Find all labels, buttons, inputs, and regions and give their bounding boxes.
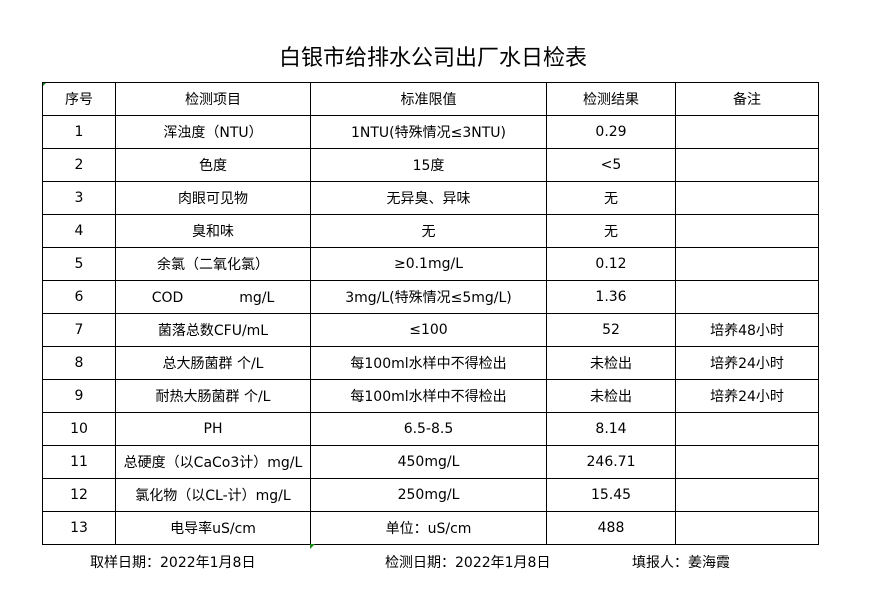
cell-item: 总硬度（以CaCo3计）mg/L [115, 445, 311, 479]
cell-remark: 培养24小时 [675, 346, 819, 380]
cell-standard: 1NTU(特殊情况≤3NTU) [310, 115, 547, 149]
cell-item: 肉眼可见物 [115, 181, 311, 215]
cell-item: 总大肠菌群 个/L [115, 346, 311, 380]
cell-item: 色度 [115, 148, 311, 182]
cell-item: 浑浊度（NTU） [115, 115, 311, 149]
cell-index: 1 [42, 115, 116, 149]
cell-result: 无 [546, 181, 676, 215]
header-standard: 标准限值 [310, 82, 547, 116]
cell-standard: 无异臭、异味 [310, 181, 547, 215]
cell-remark [675, 280, 819, 314]
cell-result: 52 [546, 313, 676, 347]
testing-date: 检测日期：2022年1月8日 [385, 555, 551, 571]
cell-standard: 每100ml水样中不得检出 [310, 346, 547, 380]
cell-marker [310, 544, 315, 549]
cell-remark [675, 445, 819, 479]
cell-index: 11 [42, 445, 116, 479]
cell-standard: 6.5-8.5 [310, 412, 547, 446]
cell-item: PH [115, 412, 311, 446]
cell-index: 4 [42, 214, 116, 248]
cell-remark [675, 148, 819, 182]
table-row: 3 肉眼可见物 无异臭、异味无 [42, 181, 819, 215]
cell-result: 无 [546, 214, 676, 248]
cell-remark [675, 511, 819, 545]
table-row: 11 总硬度（以CaCo3计）mg/L 450mg/L 246.71 [42, 445, 819, 479]
cell-standard: ≤100 [310, 313, 547, 347]
cell-result: 488 [546, 511, 676, 545]
header-result: 检测结果 [546, 82, 676, 116]
table-row: 12 氯化物（以CL-计）mg/L 250mg/L 15.45 [42, 478, 819, 512]
cell-item: 电导率uS/cm [115, 511, 311, 545]
table-row: 6 COD mg/L 3mg/L(特殊情况≤5mg/L) 1.36 [42, 280, 819, 314]
cell-standard: 450mg/L [310, 445, 547, 479]
cell-result: <5 [546, 148, 676, 182]
cell-remark [675, 181, 819, 215]
cell-result: 8.14 [546, 412, 676, 446]
cell-standard: 无 [310, 214, 547, 248]
cell-item: 菌落总数CFU/mL [115, 313, 311, 347]
table-row: 10 PH 6.5-8.5 8.14 [42, 412, 819, 446]
cell-result: 15.45 [546, 478, 676, 512]
filler-name: 填报人：姜海霞 [632, 555, 730, 571]
cell-standard: 3mg/L(特殊情况≤5mg/L) [310, 280, 547, 314]
cell-standard: ≥0.1mg/L [310, 247, 547, 281]
table-row: 9 耐热大肠菌群 个/L 每100ml水样中不得检出 未检出 培养24小时 [42, 379, 819, 413]
cell-index: 2 [42, 148, 116, 182]
cell-remark [675, 115, 819, 149]
header-remark: 备注 [675, 82, 819, 116]
table-row: 4 臭和味无无 [42, 214, 819, 248]
cell-standard: 每100ml水样中不得检出 [310, 379, 547, 413]
cell-index: 9 [42, 379, 116, 413]
cell-index: 10 [42, 412, 116, 446]
cell-item: 臭和味 [115, 214, 311, 248]
cell-index: 8 [42, 346, 116, 380]
cell-item: COD mg/L [115, 280, 311, 314]
cell-index: 12 [42, 478, 116, 512]
cell-index: 5 [42, 247, 116, 281]
cell-index: 6 [42, 280, 116, 314]
cell-remark [675, 478, 819, 512]
cell-result: 1.36 [546, 280, 676, 314]
cell-remark [675, 214, 819, 248]
cell-item: 氯化物（以CL-计）mg/L [115, 478, 311, 512]
table-row: 2 色度 15度 <5 [42, 148, 819, 182]
cell-result: 未检出 [546, 379, 676, 413]
cell-standard: 单位：uS/cm [310, 511, 547, 545]
table-row: 8 总大肠菌群 个/L 每100ml水样中不得检出 未检出 培养24小时 [42, 346, 819, 380]
cell-remark [675, 247, 819, 281]
header-index: 序号 [42, 82, 116, 116]
cell-standard: 15度 [310, 148, 547, 182]
cell-remark [675, 412, 819, 446]
table-row: 13 电导率uS/cm 单位：uS/cm 488 [42, 511, 819, 545]
table-row: 5 余氯（二氧化氯） ≥0.1mg/L 0.12 [42, 247, 819, 281]
cell-index: 3 [42, 181, 116, 215]
table-row: 7 菌落总数CFU/mL ≤100 52 培养48小时 [42, 313, 819, 347]
sampling-date: 取样日期：2022年1月8日 [90, 555, 256, 571]
cell-standard: 250mg/L [310, 478, 547, 512]
cell-item: 余氯（二氧化氯） [115, 247, 311, 281]
cell-remark: 培养24小时 [675, 379, 819, 413]
cell-item: 耐热大肠菌群 个/L [115, 379, 311, 413]
cell-result: 0.12 [546, 247, 676, 281]
table-row: 1 浑浊度（NTU） 1NTU(特殊情况≤3NTU) 0.29 [42, 115, 819, 149]
page-title: 白银市给排水公司出厂水日检表 [278, 46, 587, 71]
cell-result: 0.29 [546, 115, 676, 149]
cell-result: 未检出 [546, 346, 676, 380]
cell-index: 13 [42, 511, 116, 545]
cell-result: 246.71 [546, 445, 676, 479]
inspection-table: 序号 检测项目 标准限值 检测结果 备注 1 浑浊度（NTU） 1NTU(特殊情况≤3NTU)… [42, 82, 819, 545]
cell-index: 7 [42, 313, 116, 347]
cell-remark: 培养48小时 [675, 313, 819, 347]
header-row: 序号 检测项目 标准限值 检测结果 备注 [42, 82, 819, 116]
header-item: 检测项目 [115, 82, 311, 116]
